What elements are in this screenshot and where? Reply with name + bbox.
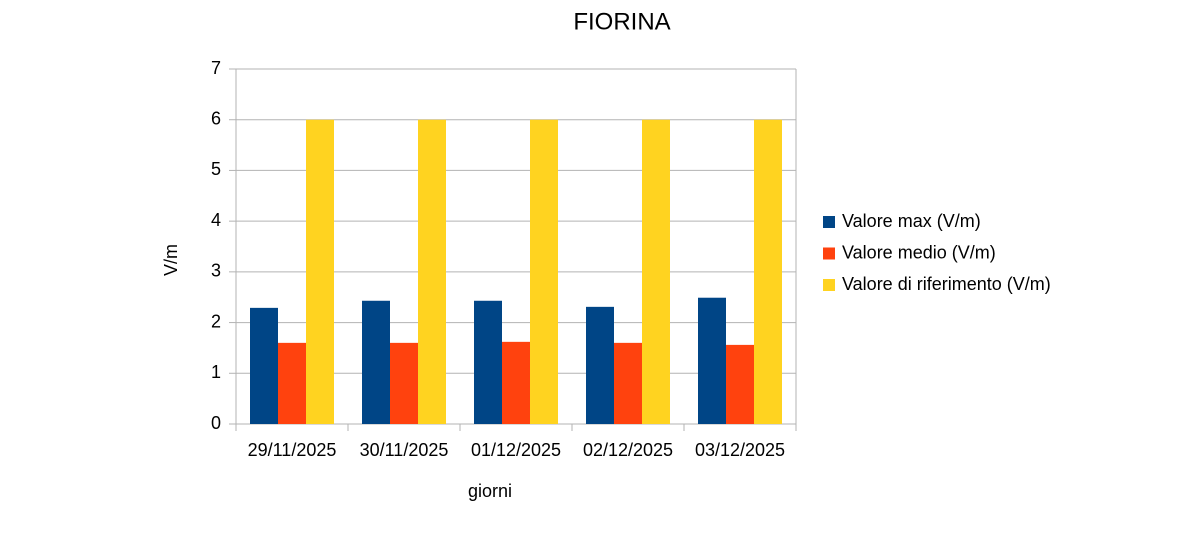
bar — [474, 300, 502, 424]
bar — [530, 119, 558, 424]
y-axis-label: V/m — [161, 244, 181, 276]
bar — [418, 119, 446, 424]
bar — [502, 341, 530, 424]
bar — [586, 306, 614, 424]
bar — [614, 342, 642, 424]
bar — [362, 300, 390, 424]
chart-title: FIORINA — [573, 8, 670, 35]
x-tick-label: 01/12/2025 — [471, 440, 561, 460]
x-axis-label: giorni — [468, 481, 512, 501]
bar — [250, 307, 278, 424]
y-tick-label: 4 — [211, 210, 221, 230]
legend-swatch — [823, 216, 835, 228]
y-tick-label: 0 — [211, 413, 221, 433]
y-tick-label: 3 — [211, 261, 221, 281]
x-tick-label: 30/11/2025 — [360, 440, 449, 460]
y-tick-label: 7 — [211, 58, 221, 78]
x-tick-label: 29/11/2025 — [248, 440, 337, 460]
legend-swatch — [823, 279, 835, 291]
x-tick-label: 03/12/2025 — [695, 440, 785, 460]
bar — [642, 119, 670, 424]
bar — [698, 297, 726, 424]
y-tick-label: 6 — [211, 108, 221, 128]
y-tick-label: 1 — [211, 362, 221, 382]
legend-label: Valore medio (V/m) — [842, 242, 996, 262]
bar — [306, 119, 334, 424]
y-tick-label: 5 — [211, 159, 221, 179]
bar — [278, 342, 306, 424]
legend-label: Valore di riferimento (V/m) — [842, 274, 1051, 294]
bar — [726, 344, 754, 424]
bar — [390, 342, 418, 424]
y-tick-label: 2 — [211, 311, 221, 331]
bar — [754, 119, 782, 424]
legend-swatch — [823, 247, 835, 260]
legend-label: Valore max (V/m) — [842, 211, 981, 231]
x-tick-label: 02/12/2025 — [583, 440, 673, 460]
